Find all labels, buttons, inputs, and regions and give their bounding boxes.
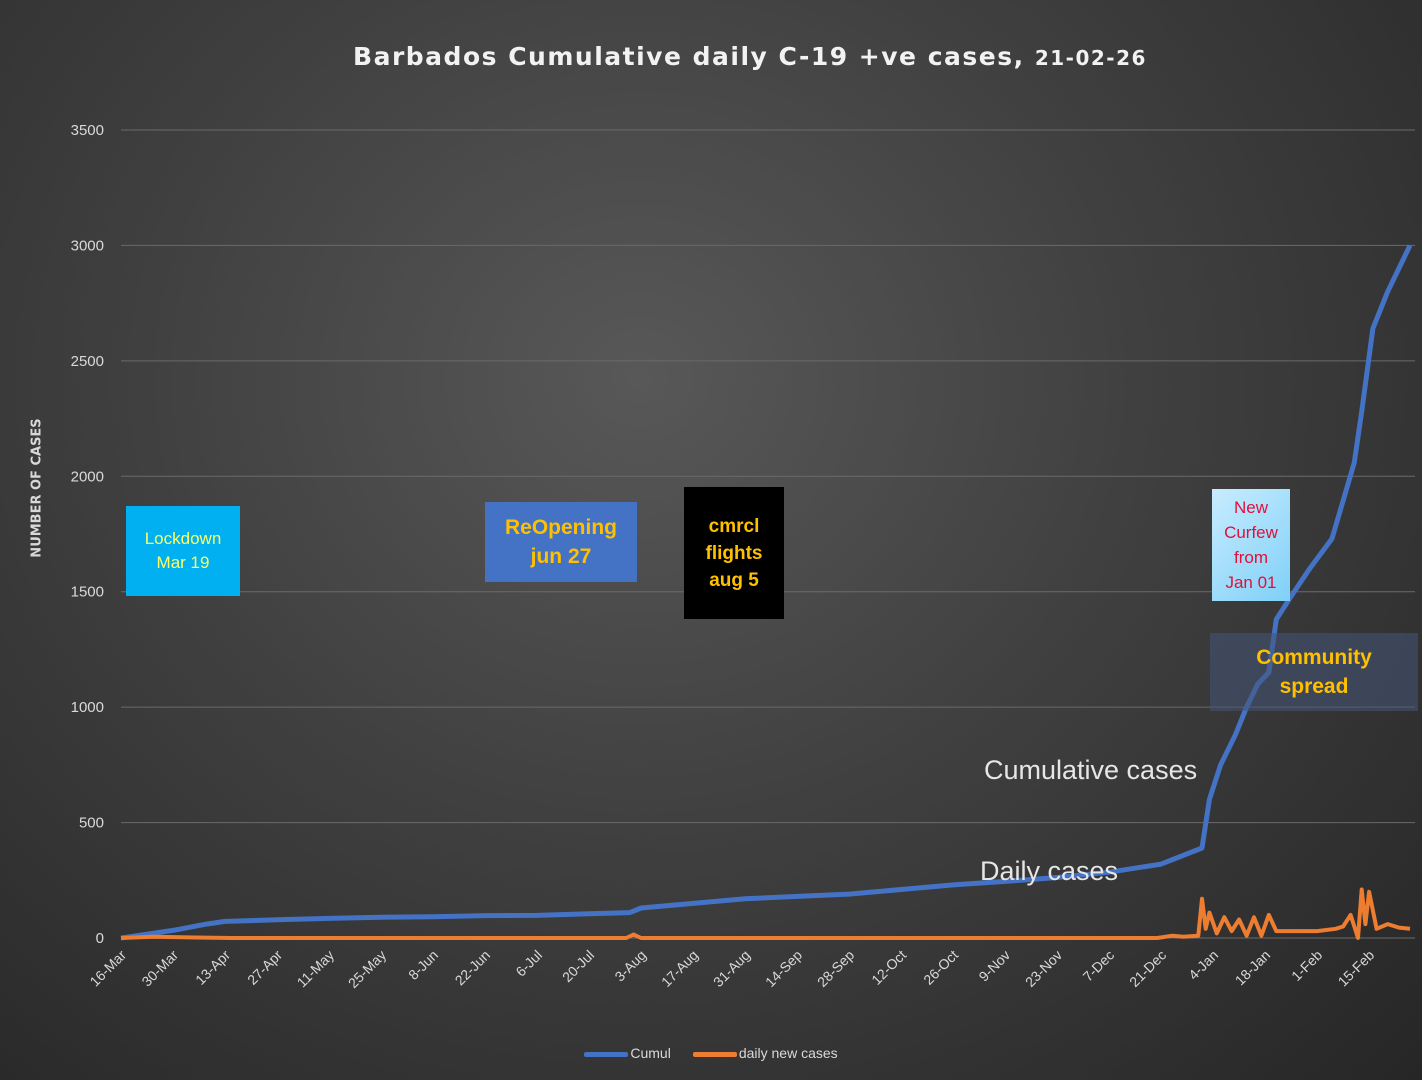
x-tick-label: 7-Dec — [1080, 947, 1118, 985]
x-tick-label: 4-Jan — [1185, 947, 1221, 983]
x-tick-label: 16-Mar — [86, 947, 129, 990]
x-tick-label: 15-Feb — [1335, 947, 1378, 990]
x-tick-label: 17-Aug — [658, 947, 701, 990]
x-tick-label: 25-May — [345, 947, 389, 991]
x-tick-label: 30-Mar — [138, 947, 181, 990]
y-tick-label: 3000 — [71, 237, 104, 254]
x-tick-label: 18-Jan — [1232, 947, 1274, 989]
x-tick-label: 6-Jul — [512, 947, 545, 980]
y-tick-label: 1500 — [71, 584, 104, 601]
annotation-community-spread: Community spread — [1210, 633, 1418, 711]
x-tick-label: 28-Sep — [814, 947, 857, 990]
y-tick-label: 3500 — [71, 122, 104, 139]
annotation-lockdown: Lockdown Mar 19 — [126, 506, 240, 596]
legend-label-daily: daily new cases — [738, 1045, 838, 1061]
y-tick-label: 2000 — [71, 468, 104, 485]
x-tick-label: 13-Apr — [192, 947, 233, 988]
annotation-flights: cmrcl flights aug 5 — [684, 487, 784, 619]
x-tick-label: 8-Jun — [405, 947, 441, 983]
x-tick-label: 26-Oct — [920, 947, 961, 988]
y-tick-label: 2500 — [71, 353, 104, 370]
x-tick-label: 31-Aug — [710, 947, 753, 990]
legend-item-cumul: Cumul — [584, 1045, 671, 1061]
annotation-curfew: New Curfew from Jan 01 — [1212, 489, 1290, 601]
legend: Cumul daily new cases — [0, 1045, 1422, 1061]
x-tick-label: 1-Feb — [1288, 947, 1325, 984]
x-tick-label: 21-Dec — [1126, 947, 1169, 990]
x-tick-label: 9-Nov — [975, 947, 1013, 985]
title-text: Barbados Cumulative daily C-19 +ve cases… — [353, 42, 1025, 71]
title-date: 21-02-26 — [1034, 46, 1147, 70]
series-line-cumul — [120, 244, 1413, 941]
chart-title: Barbados Cumulative daily C-19 +ve cases… — [0, 42, 1422, 71]
x-tick-label: 3-Aug — [611, 947, 649, 985]
x-tick-label: 11-May — [294, 947, 338, 991]
label-cumulative-cases: Cumulative cases — [984, 755, 1198, 785]
legend-label-cumul: Cumul — [630, 1045, 671, 1061]
y-tick-label: 1000 — [71, 699, 104, 716]
legend-swatch-cumul — [584, 1051, 629, 1057]
x-tick-label: 23-Nov — [1022, 947, 1065, 990]
label-daily-cases: Daily cases — [980, 856, 1119, 886]
x-tick-label: 14-Sep — [762, 947, 805, 990]
y-tick-label: 500 — [79, 815, 104, 832]
series-line-daily — [120, 887, 1411, 940]
x-tick-label: 20-Jul — [559, 947, 597, 985]
x-tick-label: 22-Jun — [452, 947, 494, 989]
x-tick-label: 27-Apr — [244, 947, 285, 988]
legend-swatch-daily — [692, 1051, 737, 1057]
legend-item-daily: daily new cases — [692, 1045, 838, 1061]
x-tick-label: 12-Oct — [868, 947, 909, 988]
y-tick-label: 0 — [96, 930, 104, 947]
annotation-reopening: ReOpening jun 27 — [485, 502, 637, 582]
